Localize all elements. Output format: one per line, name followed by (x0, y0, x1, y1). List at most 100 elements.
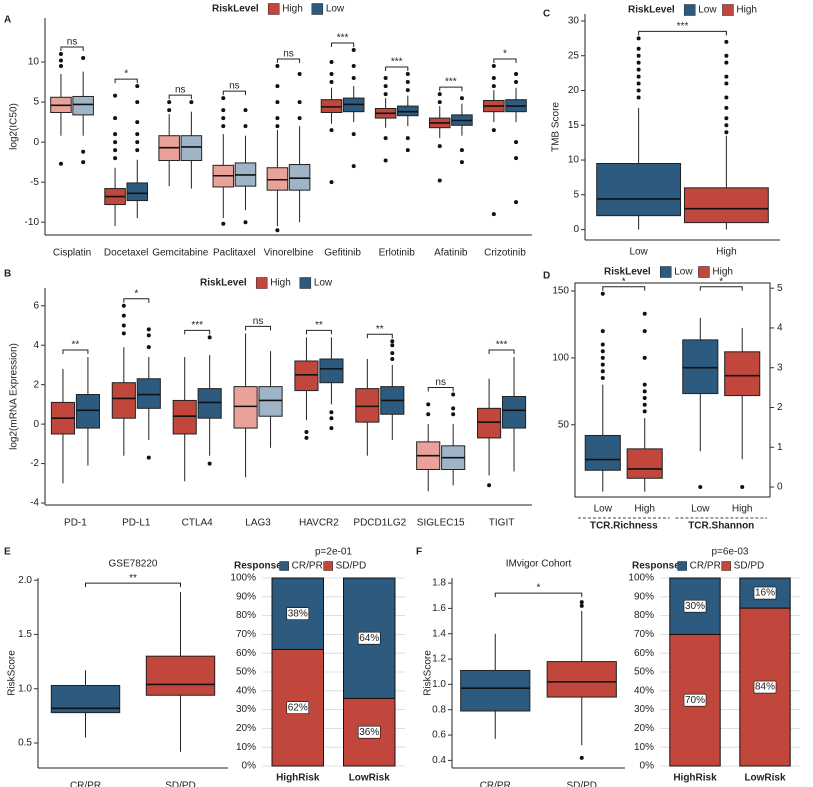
outlier (275, 64, 280, 69)
sig-label: *** (677, 21, 689, 32)
legend-swatch (255, 277, 268, 289)
sig-bracket (331, 42, 355, 48)
legend-label: CR/PR (690, 561, 721, 572)
outlier (390, 339, 395, 344)
x-tick-label: SIGLEC15 (417, 518, 465, 529)
outlier (221, 124, 226, 129)
outlier (636, 88, 641, 93)
legend-swatch (299, 277, 312, 289)
box (724, 351, 761, 397)
outlier (724, 39, 729, 44)
y-tick-label: -2 (30, 458, 39, 469)
outlier (724, 81, 729, 86)
legend-label: SD/PD (336, 561, 367, 572)
box (682, 339, 719, 395)
outlier (600, 349, 605, 354)
outlier (600, 342, 605, 347)
sig-bracket (184, 329, 211, 335)
y-tick-label: 0 (573, 224, 579, 235)
y-axis-label: log2(IC50) (9, 103, 20, 150)
y-tick-label: 15 (568, 120, 580, 131)
sig-label: ns (253, 316, 264, 327)
box (546, 661, 617, 698)
x-tick-label: HighRisk (673, 773, 717, 784)
box (197, 388, 222, 419)
y-tick-label: -4 (30, 498, 39, 509)
outlier (491, 64, 496, 69)
chart-title: p=2e-01 (315, 547, 352, 558)
x-tick-label: High (716, 247, 737, 258)
outlier (600, 369, 605, 374)
y-tick-label: 0 (777, 482, 783, 493)
y-tick-label: 5 (777, 283, 783, 294)
x-tick-label: LowRisk (744, 773, 786, 784)
outlier (437, 92, 442, 97)
outlier (642, 389, 647, 394)
outlier (221, 108, 226, 113)
outlier (351, 132, 356, 137)
outlier (329, 426, 334, 431)
outlier (642, 355, 647, 360)
outlier (146, 327, 151, 332)
label-box (286, 701, 310, 715)
outlier (383, 92, 388, 97)
outlier (275, 116, 280, 121)
sig-label: ** (315, 320, 323, 331)
outlier (243, 108, 248, 113)
y-axis-label: RiskScore (7, 650, 18, 696)
outlier (81, 149, 86, 154)
plot-frame (574, 282, 771, 498)
x-tick-label: Low (594, 504, 613, 515)
box (355, 388, 380, 423)
y-tick-label: 1 (777, 442, 783, 453)
sig-label: *** (337, 33, 349, 44)
outlier (221, 116, 226, 121)
x-tick-label: SD/PD (566, 781, 597, 787)
outlier (390, 343, 395, 348)
x-tick-label: PD-1 (64, 518, 87, 529)
sig-bracket (85, 582, 181, 588)
outlier (459, 96, 464, 101)
legend-swatch (323, 561, 333, 571)
outlier (724, 105, 729, 110)
y-tick-label: 40% (634, 685, 654, 696)
label-box (683, 693, 707, 707)
y-tick-label: 100% (628, 573, 654, 584)
outlier (579, 755, 584, 760)
sig-label: ns (229, 81, 240, 92)
outlier (724, 123, 729, 128)
y-tick-label: 5 (33, 97, 39, 108)
value-label: 62% (288, 702, 308, 713)
sig-bracket (305, 329, 332, 335)
outlier (329, 60, 334, 65)
y-tick-label: 30% (634, 704, 654, 715)
outlier (451, 392, 456, 397)
outlier (383, 76, 388, 81)
outlier (135, 120, 140, 125)
outlier (636, 46, 641, 51)
legend-title: RiskLevel (200, 278, 247, 289)
outlier (437, 100, 442, 105)
y-tick-label: 60% (634, 648, 654, 659)
y-axis-label: TMB Score (551, 102, 562, 152)
legend-swatch (721, 561, 731, 571)
x-tick-label: Low (691, 504, 710, 515)
y-tick-label: 90% (634, 591, 654, 602)
outlier (383, 136, 388, 141)
y-tick-label: 60% (236, 648, 256, 659)
y-tick-label: 2 (777, 402, 783, 413)
sig-label: *** (496, 340, 508, 351)
x-tick-label: Vinorelbine (264, 248, 314, 259)
outlier (724, 130, 729, 135)
outlier (58, 161, 63, 166)
outlier (740, 485, 745, 490)
x-tick-label: LAG3 (245, 518, 271, 529)
outlier (491, 76, 496, 81)
chart-title: IMvigor Cohort (506, 559, 572, 570)
y-tick-label: 30% (236, 704, 256, 715)
outlier (275, 84, 280, 89)
sig-bracket (439, 86, 463, 92)
box (294, 360, 319, 392)
outlier (167, 108, 172, 113)
outlier (642, 382, 647, 387)
